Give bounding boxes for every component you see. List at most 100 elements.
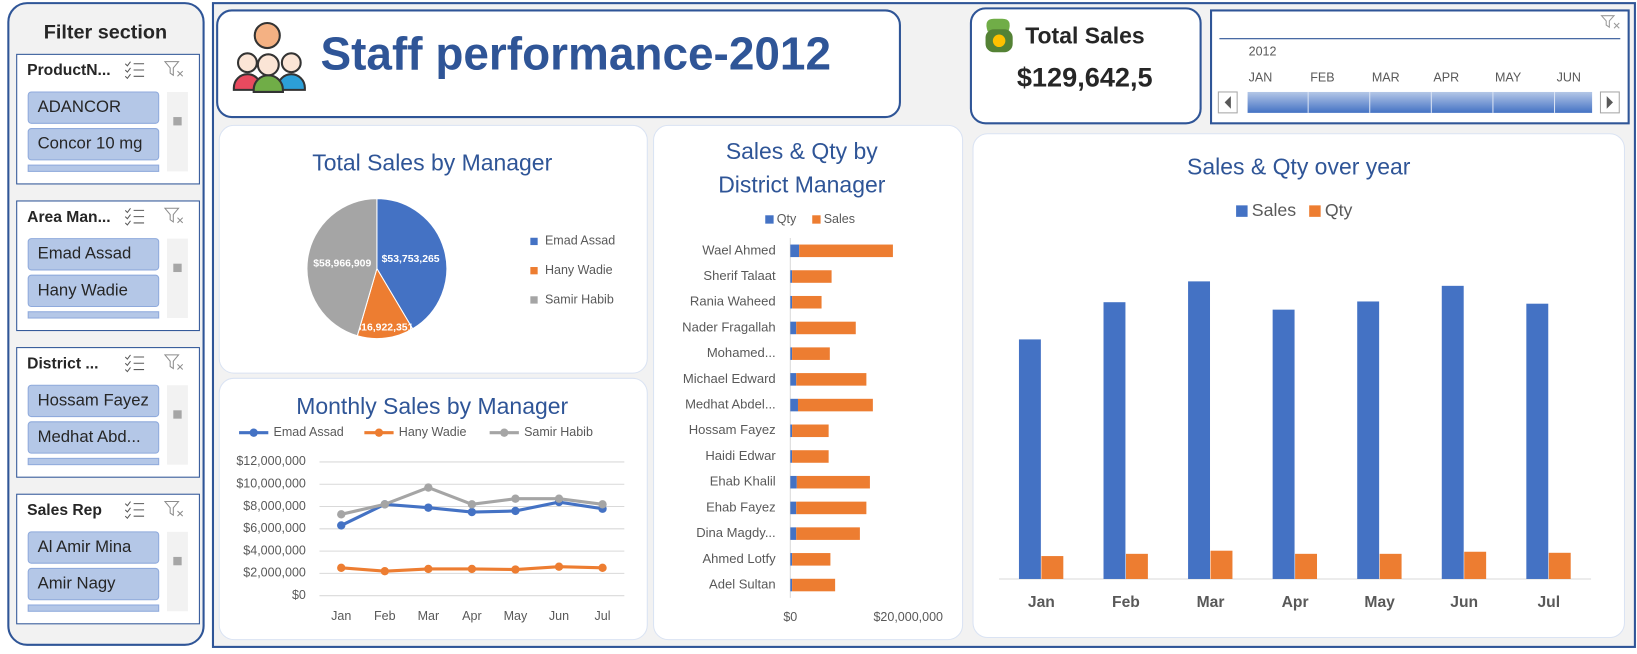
- scroll-thumb[interactable]: [173, 410, 182, 419]
- bar: [1357, 301, 1380, 579]
- clear-filter-icon[interactable]: [1600, 15, 1620, 29]
- scrollbar[interactable]: [167, 385, 188, 465]
- slicer-item[interactable]: [27, 567, 160, 601]
- slicer-item[interactable]: [27, 274, 160, 308]
- slicer-item[interactable]: [27, 164, 160, 172]
- line-marker: [511, 494, 520, 503]
- y-tick-label: Wael Ahmed: [702, 242, 775, 257]
- line-marker: [467, 500, 477, 509]
- bar: [796, 501, 867, 515]
- chart-title-box: Sales & Qty over year: [1187, 153, 1411, 180]
- slicer-item[interactable]: [27, 457, 160, 466]
- panel-title: Filter section: [44, 22, 167, 44]
- scrollbar[interactable]: [167, 91, 188, 172]
- slicer-item[interactable]: [27, 128, 160, 161]
- slicer-item[interactable]: [27, 421, 160, 454]
- scroll-thumb[interactable]: [173, 263, 182, 273]
- bar: [797, 398, 873, 412]
- slicer-item[interactable]: [27, 384, 160, 418]
- bar: [1548, 552, 1571, 579]
- legend-swatch: [530, 267, 538, 275]
- slicer-item[interactable]: [27, 91, 160, 124]
- line-marker: [467, 564, 477, 574]
- line-marker: [424, 483, 433, 492]
- bar: [790, 270, 793, 283]
- line-marker: [337, 510, 346, 519]
- pie-slice: [306, 198, 378, 337]
- slicer-item[interactable]: [27, 604, 160, 612]
- data-label: $58,966,909: [313, 258, 371, 269]
- line-marker: [598, 563, 607, 573]
- y-tick-label: Nader Fragallah: [682, 319, 776, 334]
- bar: [792, 450, 829, 463]
- slicer-item-label: Hossam Fayez: [38, 390, 149, 409]
- slicer-title: Sales Rep: [27, 502, 102, 519]
- arrow: [1606, 96, 1613, 109]
- slicer: ProductN... ADANCOR Concor 10 mg: [16, 53, 200, 185]
- x-tick-label: Jan: [331, 609, 351, 623]
- bar: [790, 450, 793, 463]
- multi-select-icon[interactable]: [124, 207, 145, 226]
- line-marker: [337, 521, 346, 530]
- slicer: Sales Rep Al Amir Mina Amir Nagy: [16, 493, 200, 625]
- line-marker: [424, 503, 433, 512]
- y-tick-label: Adel Sultan: [709, 576, 776, 591]
- kpi-card: [969, 7, 1202, 125]
- scroll-thumb[interactable]: [173, 556, 182, 566]
- multi-select-icon[interactable]: [124, 61, 145, 80]
- x-tick-label: Mar: [418, 609, 440, 623]
- legend-swatch: [765, 215, 774, 224]
- data-label: $53,753,265: [382, 254, 440, 265]
- clear-filter-icon[interactable]: [163, 501, 184, 517]
- bar: [1188, 281, 1211, 579]
- line-marker: [554, 494, 564, 503]
- y-tick-label: Haidi Edwar: [705, 448, 776, 463]
- multi-select-icon[interactable]: [124, 354, 145, 373]
- y-tick-label: $10,000,000: [236, 477, 306, 491]
- slicer-title: District ...: [27, 355, 98, 372]
- header-card: [216, 9, 901, 119]
- legend-label: Qty: [1325, 200, 1353, 220]
- timeline-month: MAY: [1495, 71, 1522, 85]
- scroll-thumb[interactable]: [173, 117, 182, 126]
- clear-filter-icon[interactable]: [163, 207, 184, 224]
- bar: [792, 270, 832, 283]
- x-tick-label: Apr: [462, 609, 481, 623]
- multi-select-icon[interactable]: [124, 501, 145, 520]
- y-tick-label: Medhat Abdel...: [685, 397, 776, 412]
- scrollbar[interactable]: [167, 531, 188, 612]
- x-tick-label: Jan: [1028, 594, 1055, 611]
- timeline-bar[interactable]: [1247, 91, 1593, 113]
- bar: [796, 321, 856, 335]
- timeline-month: JUN: [1557, 71, 1581, 85]
- slicer-item[interactable]: [27, 311, 160, 319]
- clear-filter-icon[interactable]: [163, 354, 184, 370]
- bar: [792, 553, 831, 566]
- slicer-item[interactable]: [27, 238, 160, 271]
- line-marker: [598, 500, 607, 509]
- slicer-item[interactable]: [27, 531, 160, 564]
- legend-marker: [500, 428, 509, 437]
- line-marker: [467, 507, 477, 517]
- slicer-item-label: Hany Wadie: [38, 280, 128, 299]
- chart-title-box: Total Sales by Manager: [312, 149, 552, 175]
- data-label: $16,922,351: [355, 322, 413, 333]
- x-tick-label: $0: [783, 610, 797, 624]
- chart-title: Sales & Qty over year: [1187, 153, 1411, 180]
- x-tick-label: Mar: [1197, 594, 1225, 611]
- bar: [790, 475, 797, 489]
- line-marker: [424, 564, 433, 574]
- slicer-item-label: Medhat Abd...: [38, 427, 141, 446]
- kpi-value: $129,642,5: [1017, 62, 1153, 93]
- chart-title-box: Monthly Sales by Manager: [296, 393, 568, 419]
- slicer-title: ProductN...: [27, 62, 110, 79]
- line-marker: [380, 500, 389, 509]
- bar: [1103, 302, 1126, 579]
- y-tick-label: $2,000,000: [243, 566, 306, 580]
- bar: [790, 295, 793, 309]
- bar: [796, 527, 860, 540]
- bar: [790, 578, 793, 592]
- scrollbar[interactable]: [167, 238, 188, 319]
- clear-filter-icon[interactable]: [163, 61, 184, 77]
- bar: [1379, 553, 1402, 579]
